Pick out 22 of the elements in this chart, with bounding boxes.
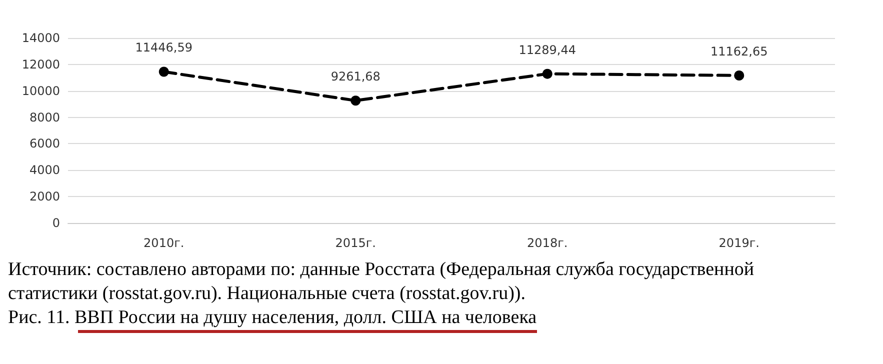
point [542,68,552,79]
y-tick-label: 14000 [22,31,60,45]
y-tick-label: 12000 [22,57,60,72]
point [350,96,361,106]
text: Источник: составлено авторами по: данные Росстата (Федеральная служба государственной статистики (rosstat.gov.ru). Национальные счета (rosstat.gov.ru)). [8,259,754,304]
data-label: 11446,59 [135,40,193,55]
y-tick-label: 6000 [29,136,60,151]
x-tick-label: 2010г. [144,236,184,250]
data-label: 11162,65 [710,44,768,58]
y-tick-label: 4000 [29,163,60,178]
data-label: 11289,44 [518,42,576,57]
point [158,66,169,77]
x-tick-label: 2018г. [527,236,568,250]
x-tick-label: 2015г. [335,236,376,250]
text: Рис. 11. ВВП России на душу населения, долл. США на человека [8,307,537,328]
x-tick-label: 2019г. [718,236,760,250]
data-label: 9261,68 [330,70,380,84]
point [734,70,744,80]
y-tick-label: 0 [52,216,60,230]
y-tick-label: 10000 [22,84,60,98]
y-tick-label: 8000 [29,110,60,124]
y-tick-label: 2000 [29,190,60,204]
